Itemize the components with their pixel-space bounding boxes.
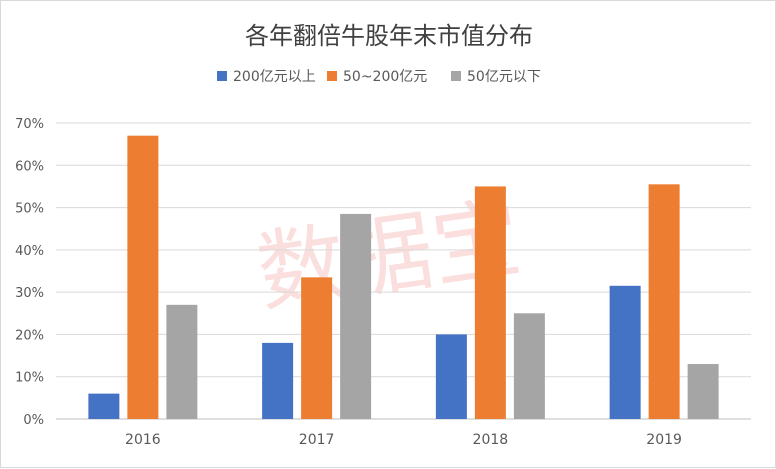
legend-label: 50~200亿元	[343, 69, 427, 85]
legend-label: 200亿元以上	[233, 69, 316, 85]
y-axis: 0% 10% 20% 30% 40% 50% 60% 70%	[15, 117, 44, 428]
x-tick-label: 2017	[299, 432, 335, 448]
bar-2016-3	[166, 304, 198, 419]
chart-title: 各年翻倍牛股年末市值分布	[245, 22, 533, 50]
x-tick-label: 2018	[473, 432, 509, 448]
bar-2017-3	[340, 213, 372, 419]
bar-2017-2	[301, 277, 333, 419]
bars	[88, 135, 719, 419]
y-tick-label: 70%	[15, 117, 44, 132]
y-tick-label: 30%	[15, 286, 44, 301]
x-axis: 2016 2017 2018 2019	[125, 432, 682, 448]
bar-2018-3	[513, 313, 545, 419]
x-tick-label: 2019	[646, 432, 682, 448]
y-tick-label: 60%	[15, 159, 44, 174]
legend: 200亿元以上 50~200亿元 50亿元以下	[217, 69, 541, 85]
bar-2016-1	[88, 393, 120, 419]
bar-2018-2	[474, 186, 506, 419]
y-tick-label: 40%	[15, 244, 44, 259]
legend-swatch	[327, 71, 337, 81]
y-tick-label: 50%	[15, 202, 44, 217]
bar-2016-2	[127, 135, 159, 419]
x-tick-label: 2016	[125, 432, 161, 448]
bar-2019-1	[609, 285, 641, 419]
legend-swatch	[217, 71, 227, 81]
y-tick-label: 0%	[23, 413, 44, 428]
bar-2019-2	[648, 184, 680, 419]
bar-2018-1	[435, 334, 467, 419]
bar-2019-3	[687, 364, 719, 419]
y-tick-label: 20%	[15, 328, 44, 343]
y-tick-label: 10%	[15, 371, 44, 386]
legend-swatch	[451, 71, 461, 81]
legend-label: 50亿元以下	[467, 69, 541, 85]
bar-2017-1	[262, 342, 294, 419]
